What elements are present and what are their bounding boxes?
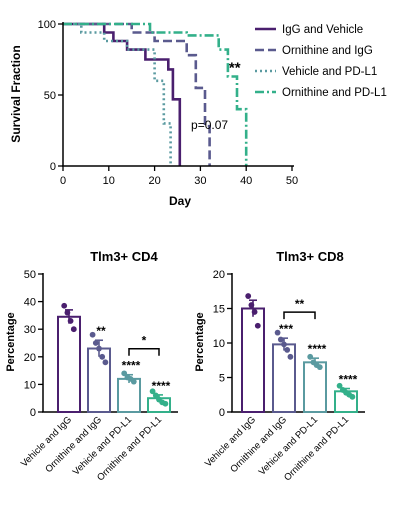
significance-stars: **** (122, 359, 141, 373)
y-tick-label: 20 (213, 269, 225, 281)
data-point (67, 318, 74, 324)
data-point (349, 393, 356, 400)
data-point (316, 364, 323, 371)
data-point (70, 326, 77, 333)
data-point (281, 341, 287, 348)
p-value-annotation: p=0.07 (191, 118, 228, 132)
data-point (152, 392, 159, 399)
survival-annotations: ** p=0.07 (191, 59, 241, 132)
y-tick-label: 30 (24, 324, 36, 336)
cd8-y-label: Percentage (194, 312, 206, 371)
y-tick-label: 0 (219, 407, 225, 419)
legend-label-vehicle-and-pd-l1: Vehicle and PD-L1 (282, 66, 377, 78)
data-point (251, 309, 258, 315)
significance-stars: **** (308, 342, 327, 356)
survival-ticks: 0 10 20 30 40 50 0 50 100 (38, 19, 298, 187)
survival-line-ornithine-and-igg (63, 22, 211, 166)
category-label: Vehicle and IgG (19, 414, 74, 469)
data-point (254, 322, 261, 329)
significance-stars: ** (96, 324, 106, 338)
data-point (248, 302, 255, 308)
survival-y-label: Survival Fraction (9, 45, 23, 142)
data-point (121, 370, 128, 377)
significance-stars: **** (152, 379, 171, 393)
cd8-bar-vehicle-and-igg (241, 307, 265, 413)
data-point (130, 378, 137, 385)
significance-stars: *** (279, 322, 293, 336)
cd4-y-label: Percentage (5, 312, 17, 371)
survival-line-igg-and-vehicle (63, 22, 182, 166)
legend-label-ornithine-and-pd-l1: Ornithine and PD-L1 (282, 87, 387, 99)
data-point (92, 340, 99, 346)
y-tick-label: 10 (213, 338, 225, 350)
y-tick-label: 20 (24, 352, 36, 364)
y-tick-label: 50 (44, 90, 56, 102)
comparison-significance: ** (295, 297, 305, 311)
data-point (96, 345, 102, 352)
legend-label-igg-and-vehicle: IgG and Vehicle (282, 24, 363, 36)
cd4-bar-vehicle-and-igg (57, 315, 81, 413)
survival-lines (63, 22, 248, 166)
comparison-bracket (128, 347, 160, 356)
y-tick-label: 50 (24, 269, 36, 281)
data-point (162, 400, 169, 407)
data-point (245, 293, 252, 299)
data-point (336, 382, 343, 389)
survival-line-ornithine-and-pd-l1 (63, 22, 248, 166)
cd4-chart-title: Tlm3+ CD4 (90, 249, 158, 264)
data-point (274, 329, 281, 336)
data-point (307, 353, 314, 360)
data-point (64, 309, 71, 316)
category-label: Ornithine and IgG (228, 414, 289, 475)
y-tick-label: 40 (24, 297, 36, 309)
cd4-bar-ornithine-and-igg (87, 347, 111, 413)
cd4-bar-vehicle-and-pd-l1 (117, 377, 141, 414)
survival-x-label: Day (169, 194, 191, 208)
legend-label-ornithine-and-igg: Ornithine and IgG (282, 45, 373, 57)
y-tick-label: 0 (50, 161, 56, 173)
significance-annotation: ** (229, 59, 241, 76)
cd4-bar-chart: Tlm3+ CD4 Percentage 0 10 20 30 40 50 Vehicle … (5, 249, 178, 483)
y-tick-label: 5 (219, 373, 225, 385)
x-tick-label: 10 (103, 175, 115, 187)
cd8-bar-vehicle-and-pd-l1 (303, 361, 327, 414)
survival-line-vehicle-and-pd-l1 (63, 22, 172, 166)
x-tick-label: 40 (240, 175, 252, 187)
cd8-chart-title: Tlm3+ CD8 (276, 249, 344, 264)
survival-legend: IgG and Vehicle Ornithine and IgG Vehicle … (255, 24, 387, 99)
y-tick-label: 100 (38, 19, 56, 31)
y-tick-label: 15 (213, 304, 225, 316)
y-tick-label: 0 (30, 407, 36, 419)
x-tick-label: 0 (60, 175, 66, 187)
data-point (277, 336, 284, 343)
x-tick-label: 30 (194, 175, 206, 187)
significance-stars: **** (339, 373, 358, 387)
data-point (99, 353, 106, 360)
data-point (287, 353, 294, 360)
data-point (149, 388, 156, 395)
comparison-bracket (283, 311, 316, 320)
data-point (61, 302, 68, 309)
y-tick-label: 10 (24, 379, 36, 391)
data-point (102, 359, 109, 366)
x-tick-label: 20 (148, 175, 160, 187)
data-point (89, 331, 96, 338)
data-point (284, 347, 291, 353)
x-tick-label: 50 (286, 175, 298, 187)
comparison-significance: * (142, 334, 147, 348)
